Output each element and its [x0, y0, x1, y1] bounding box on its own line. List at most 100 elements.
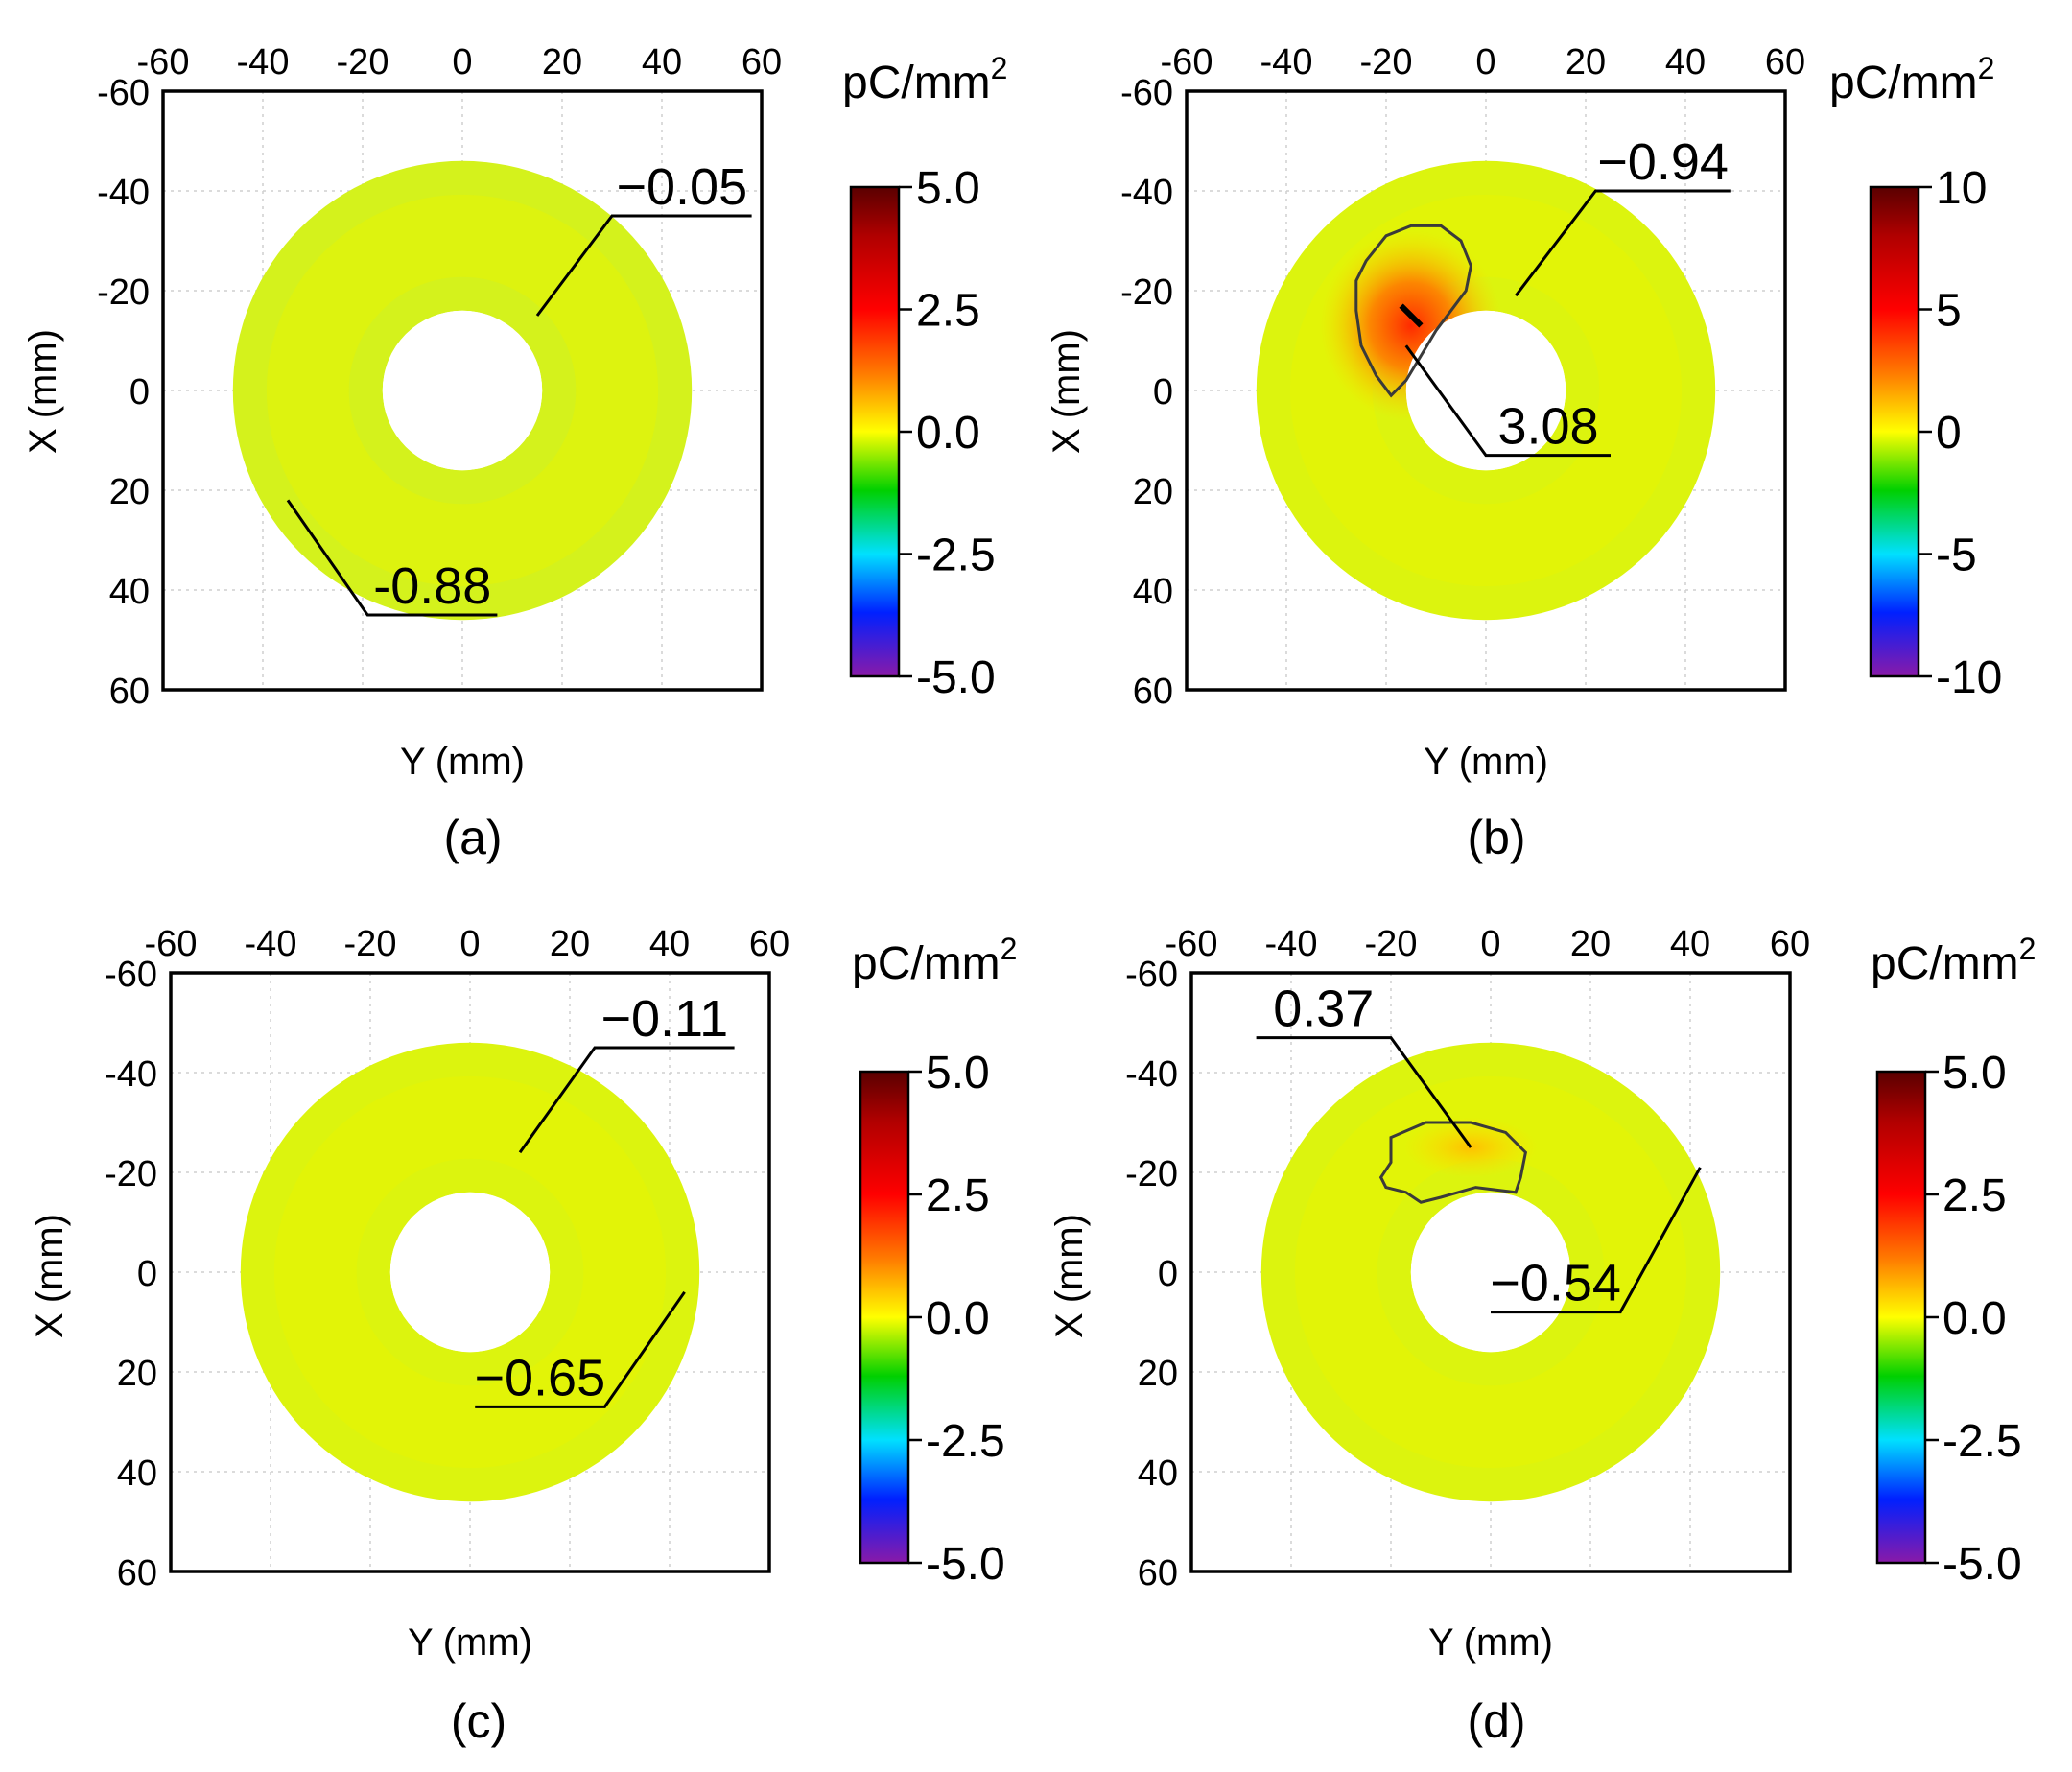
x-tick-label: 60 [1770, 924, 1810, 964]
y-tick-label: -20 [1125, 1154, 1178, 1194]
unit-text: pC/mm [1829, 58, 1978, 108]
y-tick-label: 20 [1138, 1354, 1178, 1394]
colorbar-tick-label: 10 [1936, 163, 1987, 214]
colorbar-tick-label: -2.5 [916, 531, 996, 581]
colorbar-tick-label: 5.0 [916, 163, 980, 214]
peak-marker [1399, 303, 1424, 328]
y-tick-label: -20 [105, 1154, 157, 1194]
plot-frame [169, 971, 771, 1573]
x-tick-label: 40 [649, 924, 690, 964]
annotation-leader-line [518, 1046, 735, 1154]
y-tick-label: -60 [105, 955, 157, 995]
unit-superscript: 2 [991, 51, 1008, 85]
annotation-leader-line [1491, 1167, 1702, 1314]
annotation-value: 3.08 [1497, 398, 1598, 456]
colorbar-tick-label: 2.5 [916, 286, 980, 337]
colorbar: 5.0 2.5 0.0 -2.5 -5.0 [859, 1048, 1005, 1590]
y-tick-label: 0 [137, 1254, 157, 1294]
plot-frame [1189, 971, 1792, 1573]
y-tick-label: -40 [1120, 173, 1173, 213]
x-tick-label: -60 [145, 924, 198, 964]
y-tick-label: 60 [1138, 1553, 1178, 1594]
colorbar-unit-label: pC/mm2 [1871, 932, 2036, 989]
annulus-tint-band [1294, 1075, 1687, 1469]
y-axis-title-label: X [29, 1312, 71, 1338]
colorbar-gradient [859, 1070, 910, 1565]
inner-hole [389, 1192, 551, 1353]
y-tick-label: 0 [1153, 372, 1173, 413]
x-axis-title-label: Y [1428, 1621, 1454, 1664]
y-tick-label: 40 [1133, 572, 1173, 612]
x-tick-label: -40 [1260, 42, 1313, 83]
x-tick-label: 20 [1566, 42, 1606, 83]
colorbar-tick-label: 0.0 [1942, 1293, 2007, 1344]
zero-contour-line [1378, 1121, 1528, 1204]
y-axis-title-label: X [1046, 428, 1088, 454]
x-tick-label: 0 [1475, 42, 1495, 83]
y-axis-title: X (mm) [22, 329, 64, 454]
unit-superscript: 2 [1001, 932, 1018, 966]
x-tick-label: -20 [344, 924, 397, 964]
colorbar-tick-label: -5.0 [1942, 1539, 2022, 1590]
y-axis-title: X (mm) [1046, 329, 1088, 454]
colorbar-tick-label: -10 [1936, 652, 2002, 703]
y-tick-label: -40 [1125, 1054, 1178, 1095]
y-tick-label: 60 [117, 1553, 157, 1594]
x-tick-label: -40 [245, 924, 297, 964]
annotation-value: −0.94 [1597, 133, 1729, 191]
annulus-tint-band [1289, 194, 1683, 587]
y-axis-title-unit: (mm) [29, 1214, 71, 1303]
x-tick-label: 20 [542, 42, 582, 83]
x-tick-label: 0 [452, 42, 472, 83]
x-tick-label: -40 [1265, 924, 1318, 964]
zero-contour-line [1354, 224, 1472, 398]
x-axis-title-unit: (mm) [1464, 1621, 1553, 1664]
y-axis-title: X (mm) [29, 1214, 71, 1338]
charge-density-annulus [1260, 1042, 1721, 1502]
x-tick-label: 60 [1765, 42, 1805, 83]
x-axis-title: Y (mm) [1424, 741, 1548, 783]
colorbar-tick-label: -5 [1936, 531, 1977, 581]
x-tick-label: 60 [742, 42, 782, 83]
x-axis-title-unit: (mm) [1459, 741, 1548, 783]
y-tick-label: -40 [105, 1054, 157, 1095]
colorbar-tick-label: 0.0 [926, 1293, 990, 1344]
y-tick-label: 60 [1133, 672, 1173, 712]
x-axis-title: Y (mm) [400, 741, 525, 783]
plot-frame [1185, 89, 1787, 692]
colorbar-tick-label: -2.5 [1942, 1416, 2022, 1467]
x-tick-label: 40 [642, 42, 682, 83]
x-axis-title: Y (mm) [408, 1621, 532, 1664]
colorbar-tick-label: 5.0 [926, 1048, 990, 1099]
colorbar-gradient [1875, 1070, 1927, 1565]
x-tick-label: -60 [1166, 924, 1218, 964]
x-tick-label: 60 [749, 924, 789, 964]
x-tick-label: -60 [137, 42, 190, 83]
y-tick-label: 20 [117, 1354, 157, 1394]
annotation-value: −0.11 [600, 990, 728, 1048]
colorbar-tick-label: 2.5 [926, 1170, 990, 1221]
annotation-leader-line [1404, 344, 1611, 458]
x-tick-label: 40 [1670, 924, 1710, 964]
y-tick-label: -20 [1120, 272, 1173, 313]
y-tick-label: 20 [109, 472, 150, 512]
y-axis-title-unit: (mm) [1046, 329, 1088, 418]
colorbar-tick-label: 5 [1936, 286, 1962, 337]
colorbar-gradient [1869, 185, 1920, 678]
y-tick-label: 60 [109, 672, 150, 712]
y-tick-label: 20 [1133, 472, 1173, 512]
y-tick-label: -40 [97, 173, 150, 213]
annotation-leader-line [475, 1290, 686, 1408]
colorbar-tick-label: 0.0 [916, 408, 980, 459]
colorbar: 5.0 2.5 0.0 -2.5 -5.0 [849, 163, 996, 703]
inner-hole [1405, 310, 1566, 471]
panel-caption: (d) [1467, 1694, 1525, 1748]
x-axis-title: Y (mm) [1428, 1621, 1553, 1664]
colorbar-unit-label: pC/mm2 [1829, 51, 1994, 108]
colorbar-gradient [849, 185, 901, 678]
annotation-value: 0.37 [1273, 981, 1374, 1038]
panel-caption: (a) [443, 811, 502, 864]
y-axis-title: X (mm) [1048, 1214, 1091, 1338]
